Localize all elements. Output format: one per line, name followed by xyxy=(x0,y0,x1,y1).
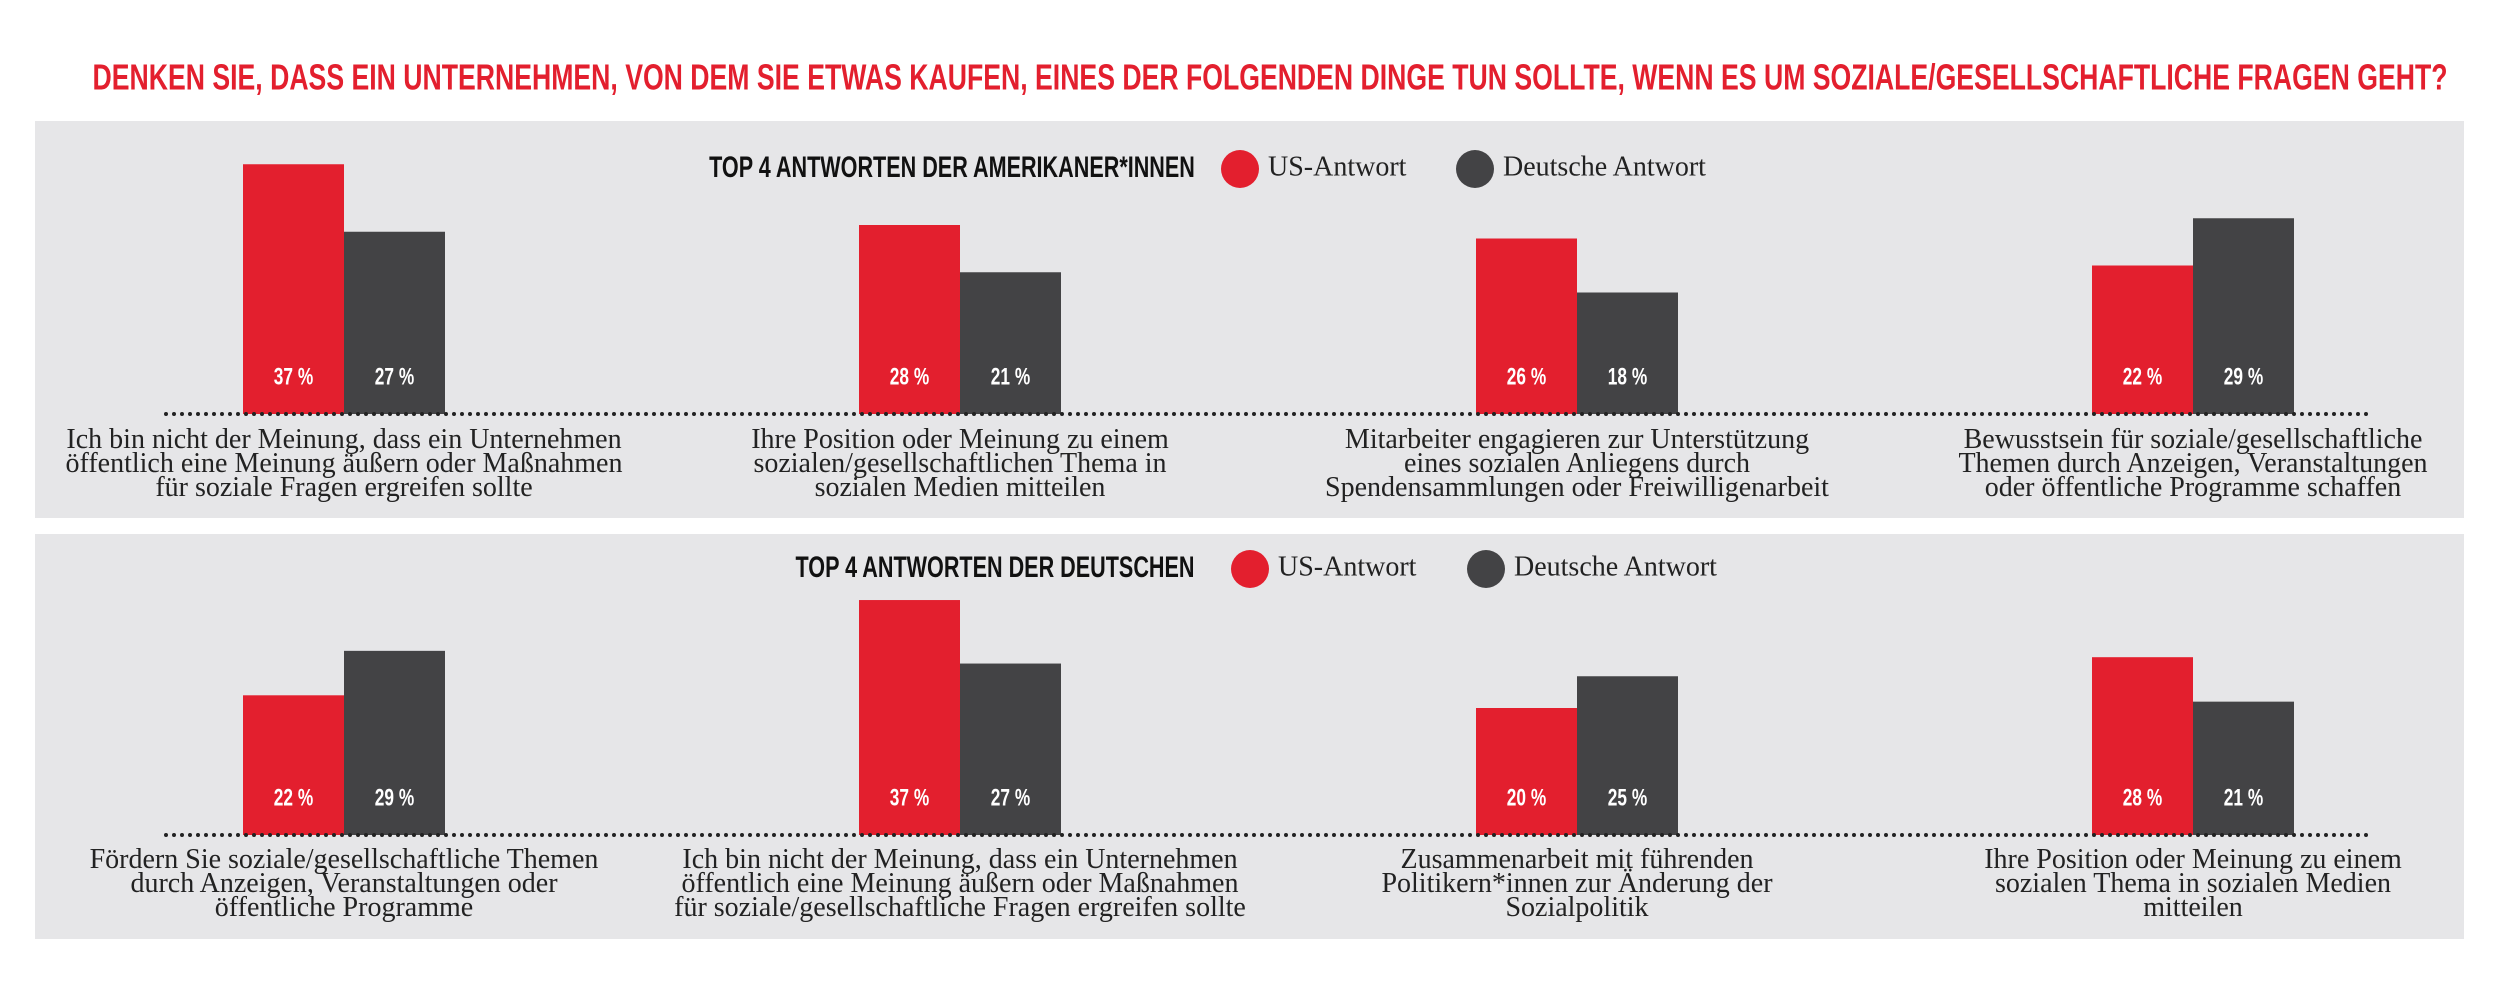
value-label: 20 % xyxy=(1507,785,1547,811)
value-label: 28 % xyxy=(2123,785,2163,811)
bar xyxy=(2193,701,2294,835)
legend-marker xyxy=(1231,550,1269,588)
category-label: Ich bin nicht der Meinung, dass ein Unte… xyxy=(674,844,1246,923)
title-group: DENKEN SIE, DASS EIN UNTERNEHMEN, VON DE… xyxy=(93,57,2448,98)
bar xyxy=(1476,708,1577,835)
value-label-group: 18 % xyxy=(1608,364,1648,390)
value-label: 21 % xyxy=(991,364,1031,390)
bar xyxy=(1577,676,1678,835)
bar xyxy=(2092,657,2193,835)
legend-marker xyxy=(1221,150,1259,188)
legend-label: US-Antwort xyxy=(1278,551,1417,582)
bar xyxy=(243,695,344,835)
value-label-group: 27 % xyxy=(375,364,415,390)
bar xyxy=(344,650,445,835)
bar xyxy=(243,164,344,414)
category-label: Zusammenarbeit mit führenden Politikern*i… xyxy=(1381,844,1773,923)
legend-label: US-Antwort xyxy=(1268,151,1407,182)
bar xyxy=(859,600,960,835)
legend-label: Deutsche Antwort xyxy=(1503,151,1706,182)
value-label-group: 37 % xyxy=(890,785,930,811)
value-label: 22 % xyxy=(274,785,314,811)
value-label: 27 % xyxy=(375,364,415,390)
value-label: 22 % xyxy=(2123,364,2163,390)
panel-title: TOP 4 ANTWORTEN DER AMERIKANER*INNEN xyxy=(709,149,1195,183)
category-label: Ihre Position oder Meinung zu einem sozia… xyxy=(751,424,1169,503)
value-label: 37 % xyxy=(890,785,930,811)
bar xyxy=(2193,218,2294,414)
value-label: 29 % xyxy=(375,785,415,811)
value-label-group: 28 % xyxy=(890,364,930,390)
bar xyxy=(960,272,1061,414)
value-label-group: 21 % xyxy=(2224,785,2264,811)
value-label-group: 29 % xyxy=(2224,364,2264,390)
panel-title-group: TOP 4 ANTWORTEN DER AMERIKANER*INNEN xyxy=(709,149,1195,183)
value-label-group: 22 % xyxy=(2123,364,2163,390)
value-label: 18 % xyxy=(1608,364,1648,390)
bar xyxy=(344,231,445,414)
value-label: 25 % xyxy=(1608,785,1648,811)
legend-marker xyxy=(1456,150,1494,188)
value-label-group: 27 % xyxy=(991,785,1031,811)
bar xyxy=(1577,292,1678,414)
value-label: 26 % xyxy=(1507,364,1547,390)
bar xyxy=(960,663,1061,835)
value-label-group: 28 % xyxy=(2123,785,2163,811)
bar xyxy=(2092,265,2193,414)
bar xyxy=(859,225,960,414)
bar xyxy=(1476,238,1577,414)
value-label-group: 29 % xyxy=(375,785,415,811)
category-label: Bewusstsein für soziale/gesellschaftlich… xyxy=(1958,424,2427,503)
panel-title: TOP 4 ANTWORTEN DER DEUTSCHEN xyxy=(795,549,1194,583)
category-label: Fördern Sie soziale/gesellschaftliche Th… xyxy=(90,844,599,923)
value-label-group: 21 % xyxy=(991,364,1031,390)
legend-label: Deutsche Antwort xyxy=(1514,551,1717,582)
category-label: Ich bin nicht der Meinung, dass ein Unte… xyxy=(66,424,623,503)
value-label-group: 26 % xyxy=(1507,364,1547,390)
legend-marker xyxy=(1467,550,1505,588)
page-title: DENKEN SIE, DASS EIN UNTERNEHMEN, VON DE… xyxy=(93,57,2448,98)
value-label: 28 % xyxy=(890,364,930,390)
panel-title-group: TOP 4 ANTWORTEN DER DEUTSCHEN xyxy=(795,549,1194,583)
value-label: 29 % xyxy=(2224,364,2264,390)
category-label: Mitarbeiter engagieren zur Unterstützung… xyxy=(1325,424,1829,503)
value-label: 37 % xyxy=(274,364,314,390)
value-label: 27 % xyxy=(991,785,1031,811)
category-label: Ihre Position oder Meinung zu einem sozia… xyxy=(1984,844,2402,923)
value-label-group: 22 % xyxy=(274,785,314,811)
value-label: 21 % xyxy=(2224,785,2264,811)
value-label-group: 25 % xyxy=(1608,785,1648,811)
value-label-group: 37 % xyxy=(274,364,314,390)
value-label-group: 20 % xyxy=(1507,785,1547,811)
